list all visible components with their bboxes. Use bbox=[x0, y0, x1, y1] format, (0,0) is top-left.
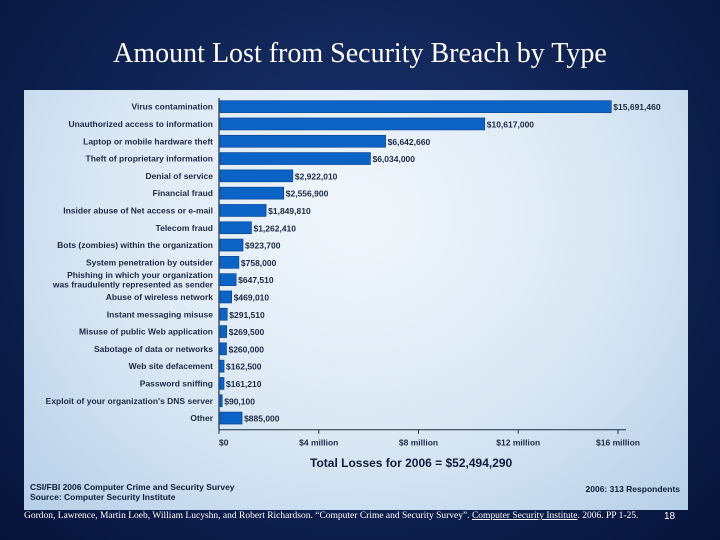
value-label: $6,034,000 bbox=[372, 154, 415, 164]
bar bbox=[219, 273, 237, 286]
slide-title: Amount Lost from Security Breach by Type bbox=[113, 38, 607, 69]
category-label: Misuse of public Web application bbox=[79, 327, 213, 337]
value-label: $15,691,460 bbox=[613, 102, 661, 112]
bar bbox=[219, 204, 267, 217]
value-label: $2,556,900 bbox=[286, 189, 329, 199]
bar bbox=[219, 117, 486, 131]
citation-publisher: Computer Security Institute bbox=[471, 511, 578, 521]
value-label: $923,700 bbox=[245, 241, 281, 251]
respondents-label: 2006: 313 Respondents bbox=[585, 484, 680, 494]
category-label: Telecom fraud bbox=[156, 223, 213, 233]
value-label: $291,510 bbox=[229, 310, 265, 320]
category-label: was fraudulently represented as sender bbox=[52, 279, 214, 289]
bar bbox=[219, 325, 228, 338]
citation: Gordon, Lawrence, Martin Loeb, William L… bbox=[24, 510, 660, 523]
bar-chart: $0 $4 million $8 million $12 million $16 mil… bbox=[46, 98, 661, 448]
value-label: $269,500 bbox=[229, 327, 265, 337]
x-tick-label: $0 bbox=[219, 438, 229, 448]
bar bbox=[219, 186, 285, 200]
category-label: Web site defacement bbox=[129, 361, 214, 371]
value-label: $647,510 bbox=[238, 275, 274, 285]
value-label: $469,010 bbox=[234, 292, 270, 302]
category-label: Abuse of wireless network bbox=[106, 292, 213, 302]
x-tick-label: $8 million bbox=[399, 438, 438, 448]
citation-authors: Gordon, Lawrence, Martin Loeb, William L… bbox=[24, 511, 472, 521]
total-losses-label: Total Losses for 2006 = $52,494,290 bbox=[310, 456, 513, 470]
x-tick-label: $12 million bbox=[496, 438, 540, 448]
category-label: Virus contamination bbox=[131, 102, 213, 112]
survey-name: CSI/FBI 2006 Computer Crime and Security… bbox=[30, 482, 235, 492]
bar bbox=[219, 290, 232, 304]
category-label: Sabotage of data or networks bbox=[94, 344, 213, 354]
value-label: $162,500 bbox=[226, 362, 262, 372]
citation-details: . 2006. PP 1-25. bbox=[577, 511, 639, 521]
bar bbox=[219, 307, 228, 321]
bar bbox=[219, 256, 240, 269]
source-block: CSI/FBI 2006 Computer Crime and Security… bbox=[30, 482, 235, 502]
value-label: $1,849,810 bbox=[268, 206, 311, 216]
value-label: $758,000 bbox=[241, 258, 277, 268]
bar bbox=[219, 134, 386, 148]
bar bbox=[219, 359, 225, 373]
category-label: Exploit of your organization's DNS serve… bbox=[46, 396, 214, 406]
bar bbox=[219, 169, 294, 183]
slide-number: 18 bbox=[664, 511, 676, 522]
bar bbox=[219, 152, 371, 165]
category-label: System penetration by outsider bbox=[86, 257, 214, 267]
category-label: Denial of service bbox=[145, 171, 213, 181]
category-label: Phishing in which your organization bbox=[67, 270, 213, 280]
bar bbox=[219, 394, 223, 408]
bar bbox=[219, 221, 252, 235]
chart-panel: $0 $4 million $8 million $12 million $16 mil… bbox=[24, 90, 688, 510]
category-label: Laptop or mobile hardware theft bbox=[83, 136, 213, 146]
value-label: $10,617,000 bbox=[487, 119, 535, 129]
value-label: $260,000 bbox=[228, 344, 264, 354]
category-label: Theft of proprietary information bbox=[86, 154, 214, 164]
value-label: $1,262,410 bbox=[253, 223, 296, 233]
value-label: $161,210 bbox=[226, 379, 262, 389]
category-label: Unauthorized access to information bbox=[68, 119, 213, 129]
value-label: $2,922,010 bbox=[295, 171, 338, 181]
category-label: Instant messaging misuse bbox=[107, 309, 214, 319]
source-line: Source: Computer Security Institute bbox=[30, 492, 176, 502]
x-tick-label: $16 million bbox=[596, 438, 640, 448]
bar bbox=[219, 377, 225, 390]
x-tick-label: $4 million bbox=[299, 438, 338, 448]
value-label: $885,000 bbox=[244, 414, 280, 424]
category-label: Insider abuse of Net access or e-mail bbox=[63, 205, 213, 215]
category-label: Other bbox=[190, 413, 213, 423]
category-label: Password sniffing bbox=[140, 378, 213, 388]
bar bbox=[219, 411, 243, 425]
bar bbox=[219, 342, 227, 356]
bar bbox=[219, 238, 244, 252]
category-label: Financial fraud bbox=[153, 188, 213, 198]
value-label: $6,642,660 bbox=[388, 137, 431, 147]
bar bbox=[219, 100, 612, 113]
category-label: Bots (zombies) within the organization bbox=[57, 240, 213, 250]
value-label: $90,100 bbox=[224, 396, 255, 406]
